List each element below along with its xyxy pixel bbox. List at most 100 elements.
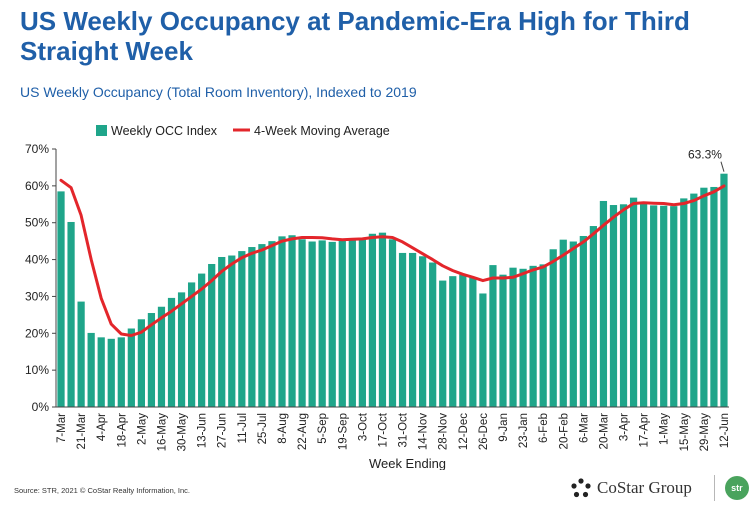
bar bbox=[328, 241, 336, 407]
bar bbox=[97, 337, 105, 407]
annotation-leader bbox=[720, 161, 725, 172]
x-tick-label: 15-May bbox=[679, 413, 691, 452]
bar bbox=[680, 198, 688, 407]
bar bbox=[87, 332, 95, 407]
x-tick-label: 30-May bbox=[177, 413, 189, 452]
x-tick-label: 28-Nov bbox=[438, 413, 450, 450]
bar bbox=[459, 274, 467, 407]
bar bbox=[368, 233, 377, 407]
logo-divider bbox=[713, 475, 715, 501]
bar bbox=[398, 252, 407, 407]
x-tick-label: 6-Feb bbox=[538, 413, 550, 443]
bar bbox=[57, 191, 65, 407]
y-tick-label: 0% bbox=[32, 400, 50, 414]
bar bbox=[278, 236, 286, 407]
bar bbox=[690, 193, 698, 407]
bar bbox=[499, 274, 507, 407]
x-tick-label: 17-Apr bbox=[639, 413, 651, 448]
bar bbox=[238, 251, 246, 407]
bar bbox=[348, 238, 356, 407]
bar bbox=[449, 276, 457, 407]
chart-title: US Weekly Occupancy at Pandemic-Era High… bbox=[20, 6, 690, 66]
x-tick-label: 1-May bbox=[659, 413, 671, 445]
x-tick-label: 9-Jan bbox=[498, 413, 510, 442]
x-tick-label: 11-Jul bbox=[237, 413, 249, 443]
x-tick-label: 29-May bbox=[699, 413, 711, 452]
bar bbox=[107, 338, 115, 407]
bar bbox=[629, 197, 638, 407]
y-tick-label: 70% bbox=[25, 142, 49, 156]
bar bbox=[408, 252, 417, 407]
bar bbox=[599, 200, 608, 407]
bar bbox=[137, 319, 145, 407]
bar bbox=[248, 247, 256, 407]
bar bbox=[117, 337, 125, 407]
y-tick-label: 30% bbox=[25, 289, 49, 303]
x-tick-label: 27-Jun bbox=[217, 413, 229, 448]
x-tick-label: 12-Jun bbox=[719, 413, 731, 448]
annotation-label: 63.3% bbox=[688, 148, 722, 162]
x-tick-label: 23-Jan bbox=[518, 413, 530, 448]
x-tick-label: 19-Sep bbox=[337, 413, 349, 450]
bar bbox=[469, 277, 477, 407]
bar bbox=[268, 241, 276, 407]
x-tick-label: 2-May bbox=[136, 413, 148, 445]
bar bbox=[77, 301, 85, 407]
bar bbox=[479, 293, 487, 407]
x-tick-label: 31-Oct bbox=[398, 412, 410, 447]
x-tick-label: 12-Dec bbox=[458, 413, 470, 450]
x-tick-label: 20-Mar bbox=[598, 413, 610, 450]
y-tick-label: 40% bbox=[25, 253, 49, 267]
bar bbox=[419, 256, 427, 407]
bar bbox=[660, 205, 668, 407]
x-tick-label: 22-Aug bbox=[297, 413, 309, 450]
x-tick-label: 14-Nov bbox=[418, 413, 430, 450]
bar bbox=[288, 235, 296, 407]
y-tick-label: 60% bbox=[25, 179, 49, 193]
bar bbox=[127, 328, 135, 407]
str-logo: str bbox=[724, 476, 749, 500]
footer-logos: CoStar Group str bbox=[570, 474, 749, 502]
bar bbox=[388, 239, 397, 407]
bar bbox=[429, 262, 437, 407]
y-tick-label: 50% bbox=[25, 216, 49, 230]
x-tick-label: 3-Oct bbox=[357, 412, 369, 441]
bar bbox=[489, 265, 497, 407]
x-tick-label: 6-Mar bbox=[578, 413, 590, 443]
bar bbox=[187, 282, 196, 407]
costar-logo-text: CoStar Group bbox=[597, 478, 692, 497]
bar bbox=[318, 240, 326, 407]
bar bbox=[559, 239, 567, 407]
x-tick-label: 13-Jun bbox=[197, 413, 209, 448]
bar bbox=[609, 205, 618, 407]
bar bbox=[358, 237, 366, 407]
bar bbox=[720, 173, 728, 407]
x-tick-label: 20-Feb bbox=[558, 413, 570, 449]
bar bbox=[147, 313, 156, 407]
x-tick-label: 18-Apr bbox=[116, 413, 128, 448]
x-tick-label: 8-Aug bbox=[277, 413, 289, 444]
bar bbox=[208, 263, 216, 407]
bar bbox=[539, 264, 547, 407]
bar bbox=[378, 232, 387, 407]
bar bbox=[700, 187, 708, 407]
bar bbox=[228, 255, 236, 407]
bar bbox=[529, 265, 537, 407]
bar bbox=[439, 280, 447, 407]
bar bbox=[177, 292, 186, 407]
y-tick-label: 10% bbox=[25, 363, 49, 377]
legend-bar-label: Weekly OCC Index bbox=[111, 124, 218, 138]
bar bbox=[549, 249, 557, 407]
x-tick-label: 3-Apr bbox=[619, 413, 631, 441]
bar bbox=[569, 241, 577, 407]
bar bbox=[67, 221, 75, 407]
moving-average-line bbox=[59, 178, 726, 337]
source-note: Source: STR, 2021 © CoStar Realty Inform… bbox=[14, 486, 191, 495]
occupancy-chart: 0% 10% 20% 30% 40% 50% 60% 70% 7-Mar 21-Mar 4-Apr 1… bbox=[25, 124, 731, 470]
bar bbox=[298, 239, 306, 407]
bar bbox=[650, 205, 658, 407]
bar bbox=[619, 204, 628, 407]
bar bbox=[509, 267, 517, 407]
y-tick-label: 20% bbox=[25, 326, 49, 340]
bar bbox=[519, 268, 527, 407]
